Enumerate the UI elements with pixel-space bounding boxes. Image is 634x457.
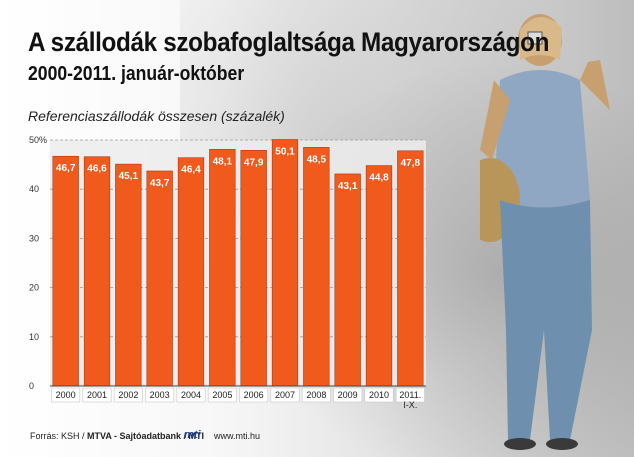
y-axis-label: Referenciaszállodák összesen (százalék) [28, 108, 285, 124]
bar [177, 157, 205, 387]
x-tick-box [113, 387, 143, 403]
photographer-illustration [480, 14, 610, 450]
y-tick-label: 0 [29, 381, 34, 391]
x-tick-box [395, 387, 425, 403]
x-tick-label: 2003 [150, 390, 170, 400]
plot-area [50, 140, 426, 386]
y-tick-label: 10 [29, 332, 39, 342]
x-tick-box [301, 387, 331, 403]
bar-value-label: 47,8 [401, 158, 421, 169]
bar-value-label: 47,9 [244, 157, 264, 168]
bar [115, 163, 142, 387]
bar [52, 155, 79, 387]
x-tick-label: 2006 [244, 390, 264, 400]
x-tick-box [239, 387, 269, 403]
bar-value-label: 48,5 [307, 154, 327, 165]
source-agency: MTVA - Sajtóadatbank / MTI [87, 431, 205, 441]
x-tick-label: 2008 [306, 390, 326, 400]
bar [209, 149, 236, 387]
website-link[interactable]: www.mti.hu [214, 431, 261, 441]
bar-value-label: 46,7 [56, 163, 76, 174]
x-tick-label: I-X. [403, 400, 417, 410]
bar [334, 173, 361, 387]
source-prefix: Forrás: KSH / [30, 431, 88, 441]
chart-subtitle: 2000-2011. január-október [28, 63, 245, 85]
x-tick-box [364, 387, 394, 403]
x-tick-box [176, 387, 206, 403]
x-tick-box [333, 387, 363, 403]
y-tick-label: 50% [29, 135, 47, 145]
bar-value-label: 46,4 [181, 165, 201, 176]
x-tick-box [145, 387, 175, 403]
x-tick-label: 2002 [118, 390, 138, 400]
x-tick-label: 2010 [369, 390, 389, 400]
bar [83, 156, 111, 387]
bar-value-label: 44,8 [369, 173, 389, 184]
bar [365, 165, 393, 387]
y-tick-label: 20 [29, 283, 39, 293]
bar-value-label: 45,1 [119, 171, 139, 182]
bar-value-label: 50,1 [275, 147, 295, 158]
source-note: Forrás: KSH / MTVA - Sajtóadatbank / MTI [30, 431, 204, 441]
x-tick-box [207, 387, 237, 403]
x-tick-label: 2001 [87, 390, 107, 400]
y-tick-label: 30 [29, 233, 39, 243]
bar [240, 150, 267, 387]
chart-title: A szállodák szobafoglaltsága Magyarorszá… [28, 27, 550, 57]
x-tick-box [51, 387, 81, 403]
x-tick-label: 2000 [56, 390, 76, 400]
x-tick-label: 2007 [275, 390, 295, 400]
bar [146, 170, 173, 387]
bar-value-label: 48,1 [213, 156, 233, 167]
x-tick-box [270, 387, 300, 403]
bar [397, 150, 424, 387]
bar-value-label: 43,7 [150, 178, 170, 189]
bar-value-label: 46,6 [87, 164, 107, 175]
bar [303, 147, 330, 387]
x-tick-label: 2004 [181, 390, 201, 400]
x-tick-label: 2005 [212, 390, 232, 400]
bar-value-label: 43,1 [338, 181, 358, 192]
x-tick-label: 2011. [399, 390, 421, 400]
x-tick-box [82, 387, 112, 403]
mti-logo: mti [184, 429, 201, 441]
bar [271, 139, 299, 387]
x-tick-label: 2009 [338, 390, 358, 400]
y-tick-label: 40 [29, 184, 39, 194]
